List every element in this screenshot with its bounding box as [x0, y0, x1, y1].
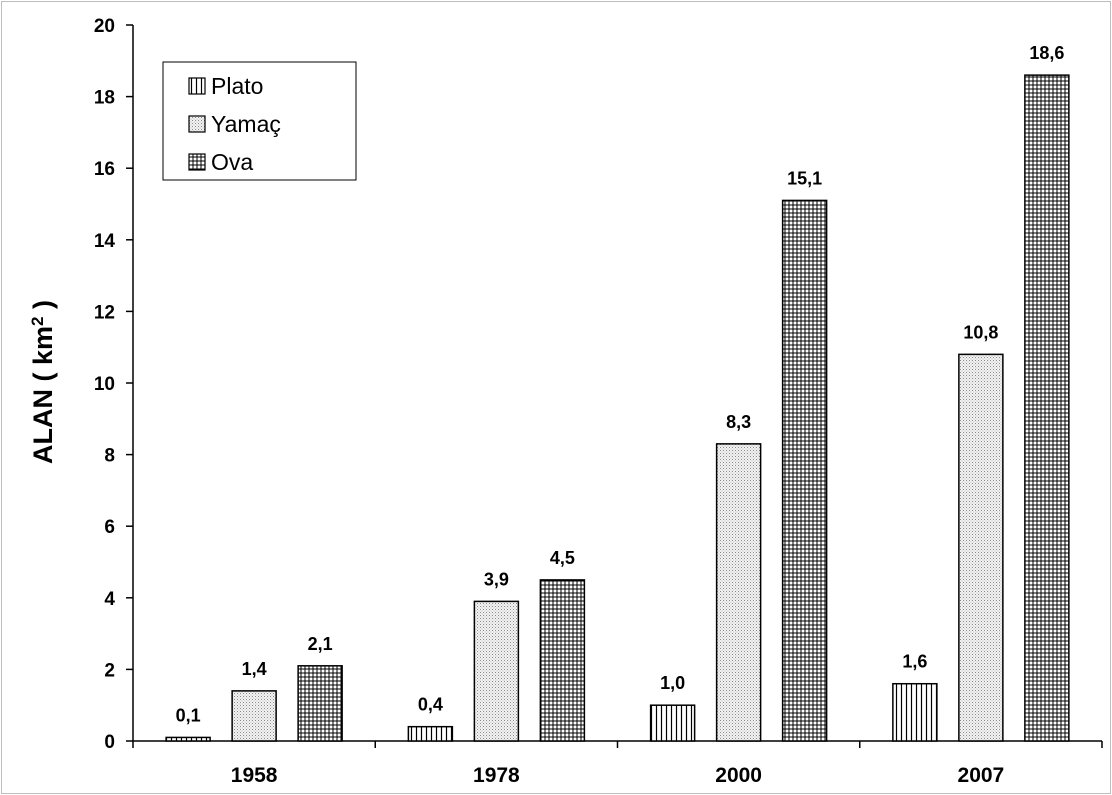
x-category-label: 1958: [231, 764, 278, 787]
data-label: 4,5: [550, 548, 575, 568]
bar-ova: [297, 665, 343, 742]
svg-text:ALAN ( km2 ): ALAN ( km2 ): [28, 300, 59, 464]
y-axis-title-superscript: 2: [28, 317, 47, 326]
data-label: 1,4: [242, 659, 267, 679]
x-category-label: 1978: [473, 764, 520, 787]
y-tick-label: 20: [94, 16, 115, 37]
bar-ova: [1024, 74, 1070, 742]
bar-yama-: [958, 353, 1004, 742]
y-axis-title-main: ALAN ( km: [28, 326, 58, 464]
y-tick-label: 6: [104, 517, 115, 538]
data-label: 10,8: [963, 322, 998, 342]
y-tick-label: 0: [104, 732, 115, 753]
data-label: 18,6: [1029, 43, 1064, 63]
bar-plato: [892, 682, 938, 742]
y-axis: 0 2 4 6 8 10 12 14 16 18 20: [94, 16, 134, 753]
data-label: 0,1: [176, 705, 201, 725]
legend-swatch: [188, 77, 206, 95]
data-labels-group: 0,1 0,4 1,0 1,6 1,4 3,9 8,3 10,8 2,1 4,5 15,1 18,6: [176, 43, 1065, 725]
legend-swatch: [188, 153, 206, 171]
y-tick-label: 4: [104, 589, 115, 610]
y-tick-label: 16: [94, 159, 115, 180]
bar-plato: [649, 704, 696, 742]
bar-ova: [539, 579, 586, 742]
data-label: 8,3: [726, 412, 751, 432]
y-tick-label: 18: [94, 88, 115, 109]
data-label: 1,6: [902, 652, 927, 672]
legend-label: Ova: [211, 149, 253, 175]
bar-plato: [407, 725, 454, 742]
bar-yama-: [231, 690, 277, 742]
y-tick-label: 8: [104, 446, 115, 467]
legend: Plato Yamaç Ova: [162, 61, 357, 181]
y-tick-label: 14: [94, 231, 116, 252]
data-label: 0,4: [418, 695, 443, 715]
y-axis-title: ALAN ( km2 ): [28, 300, 59, 464]
legend-swatch: [188, 115, 206, 133]
bar-yama-: [715, 443, 762, 742]
legend-label: Plato: [211, 73, 263, 99]
y-tick-label: 10: [94, 374, 115, 395]
bars-group: [165, 74, 1070, 742]
y-tick-label: 12: [94, 302, 115, 323]
data-label: 1,0: [660, 673, 685, 693]
x-axis: 1958 1978 2000 2007: [132, 740, 1103, 787]
data-label: 2,1: [308, 634, 333, 654]
y-axis-title-suffix: ): [28, 300, 58, 317]
y-tick-label: 2: [104, 660, 115, 681]
data-label: 3,9: [484, 569, 509, 589]
x-category-label: 2007: [958, 764, 1005, 787]
legend-label: Yamaç: [211, 111, 281, 137]
data-label: 15,1: [787, 168, 822, 188]
bar-ova: [781, 199, 828, 742]
x-category-label: 2000: [715, 764, 762, 787]
bar-yama-: [473, 600, 520, 742]
bar-plato: [165, 736, 211, 742]
